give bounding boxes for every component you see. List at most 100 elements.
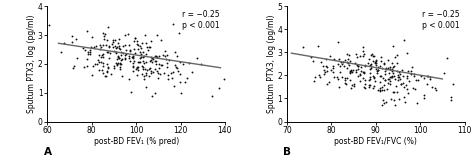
Point [400,85,408,88]
Point [357,70,365,72]
Point [86,49,94,52]
Point [108,43,116,45]
Point [112,46,119,49]
Point [373,69,381,72]
Point [395,98,403,100]
Point [151,60,159,63]
Point [113,46,121,49]
Point [129,69,137,72]
Point [152,59,159,62]
Point [367,63,375,65]
Point [395,70,402,73]
Point [115,47,123,50]
Point [420,77,428,80]
Point [105,66,112,69]
Point [339,61,347,64]
Point [315,73,323,76]
Point [403,77,411,80]
Point [104,65,112,68]
Point [359,70,367,73]
Point [164,78,172,81]
Point [154,56,161,58]
Point [133,67,141,69]
Point [68,41,76,44]
Point [320,72,328,75]
X-axis label: post-BD FEV₁ (% pred): post-BD FEV₁ (% pred) [93,137,179,146]
Point [115,56,122,59]
Point [164,65,171,68]
Point [322,64,329,67]
Point [310,59,317,62]
Point [344,61,351,64]
Point [384,58,392,61]
Point [110,67,118,69]
Point [138,72,146,75]
Point [410,75,418,78]
Point [140,54,148,57]
Point [401,100,409,103]
Point [360,86,368,88]
Point [134,66,141,69]
Point [103,74,110,77]
Point [387,76,394,78]
Point [352,70,360,73]
Point [386,65,393,68]
Point [423,82,430,85]
Point [121,58,128,60]
Point [134,39,141,42]
Point [426,76,434,78]
Point [308,56,315,58]
Point [118,75,126,77]
Point [411,87,419,90]
Point [330,58,337,60]
Point [122,53,130,55]
Point [340,65,347,68]
Point [146,45,154,48]
Point [346,70,354,73]
Point [183,77,191,80]
Point [392,104,399,107]
Point [359,77,367,80]
Point [86,53,93,55]
Point [354,68,362,70]
Point [354,65,362,68]
Point [403,52,410,54]
Point [344,58,352,61]
Point [109,41,117,44]
Point [432,89,440,92]
Point [373,60,380,63]
Point [144,49,152,51]
Point [149,57,156,59]
Point [367,54,374,56]
Point [407,69,414,72]
Point [146,67,154,70]
Point [123,49,130,52]
Point [127,49,134,52]
Point [369,53,376,56]
Point [393,91,401,93]
Text: A: A [44,147,52,157]
Point [352,52,360,55]
Point [407,73,415,76]
Point [316,76,323,79]
Point [405,80,413,82]
Point [299,46,307,48]
Point [114,58,121,60]
Point [428,86,436,88]
Point [88,74,96,77]
Point [116,56,123,59]
Point [109,39,117,41]
Point [115,38,123,40]
Point [353,55,361,58]
Point [135,61,142,64]
Point [414,79,422,82]
Point [137,57,144,60]
Point [400,75,407,77]
Point [113,63,121,66]
Point [393,70,401,72]
Point [350,83,358,85]
Point [423,75,431,78]
Point [440,71,448,74]
Point [377,90,384,93]
Point [119,44,127,47]
